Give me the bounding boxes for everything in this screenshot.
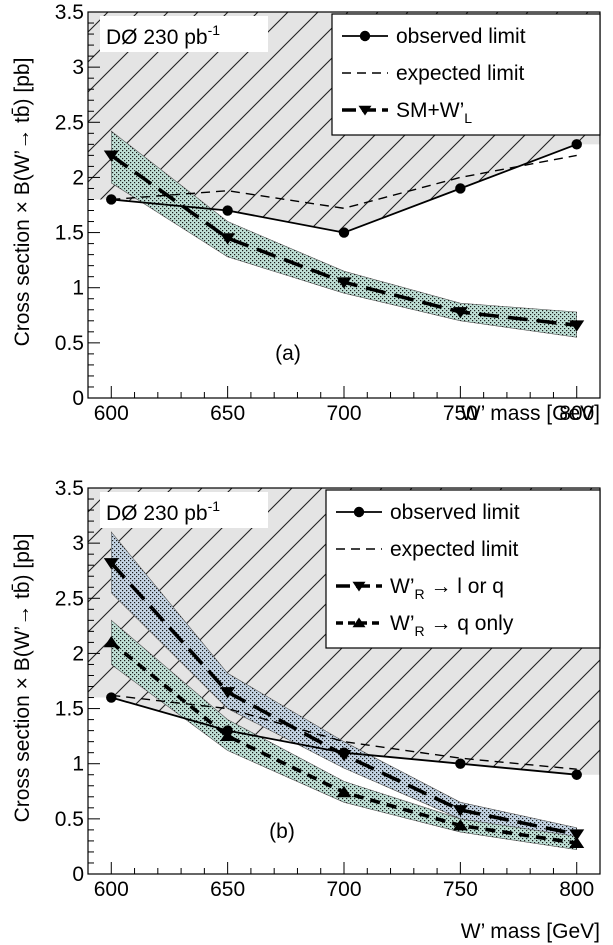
observed-point: [106, 194, 117, 205]
legend-observed-marker: [359, 30, 371, 42]
theory1-point: [220, 233, 236, 245]
y-axis-title: Cross section × B(W’→ tb̄) [pb]: [11, 58, 34, 347]
experiment-tag-box: [100, 16, 268, 52]
observed-point: [455, 758, 466, 769]
legend-theory1-marker: [352, 581, 366, 592]
theory1-point: [452, 805, 468, 817]
theory1-point: [103, 558, 119, 570]
y-tick-label: 0.5: [55, 808, 84, 831]
legend-theory1-marker: [358, 105, 372, 116]
x-tick-label: 700: [326, 402, 361, 425]
x-tick-label: 600: [94, 878, 129, 901]
experiment-tag-box: [100, 492, 268, 528]
legend-box: [325, 489, 601, 649]
x-tick-label: 750: [443, 402, 478, 425]
expected-limit-line: [111, 154, 577, 210]
x-tick-label: 700: [326, 878, 361, 901]
data-markers: [103, 139, 585, 332]
x-tick-label: 800: [559, 878, 594, 901]
x-tick-label: 600: [94, 402, 129, 425]
legend-label-expected: expected limit: [390, 538, 519, 561]
x-tick-label: 650: [210, 878, 245, 901]
y-tick-label: 1: [72, 753, 84, 776]
observed-point: [571, 769, 582, 780]
theory2-point: [103, 636, 119, 648]
x-axis-title: W’ mass [GeV]: [461, 402, 600, 425]
theory2-point: [336, 786, 352, 798]
axes: 600 650 700 750 800 0 0.5 1 1.5 2 2.5 3 3.5: [55, 477, 601, 901]
theory-bands: [111, 130, 578, 338]
panel-label: (b): [269, 820, 295, 843]
legend-label-theory1: W’R → l or q: [390, 575, 504, 602]
legend-label-theory1: SM+W’L: [396, 99, 472, 126]
legend-label-theory2: W’R → q only: [390, 612, 514, 639]
y-tick-label: 2.5: [55, 111, 84, 134]
legend-label-observed: observed limit: [396, 25, 526, 48]
x-tick-label: 750: [443, 878, 478, 901]
panel-a: 600 650 700 750 800 0 0.5 1 1.5 2 2.5 3 3.5 DØ 230 p…: [11, 1, 601, 425]
theory1-point: [336, 277, 352, 289]
y-tick-label: 2: [72, 642, 84, 665]
y-tick-label: 1: [72, 277, 84, 300]
experiment-label: DØ 230 pb-1: [106, 22, 220, 49]
theory2-point: [452, 819, 468, 831]
observed-point: [222, 205, 233, 216]
y-axis-title: Cross section × B(W’→ tb̄) [pb]: [11, 534, 34, 823]
theory1-point: [569, 829, 585, 841]
theory1-point: [336, 750, 352, 762]
axes: 600 650 700 750 800 0 0.5 1 1.5 2 2.5 3 3.5: [55, 1, 601, 425]
legend: observed limit expected limit W’R → l or q…: [325, 489, 601, 649]
x-tick-label: 800: [559, 402, 594, 425]
y-tick-label: 3.5: [55, 1, 84, 24]
theory1-point: [103, 150, 119, 162]
theory1-point: [452, 307, 468, 319]
data-markers: [103, 558, 585, 848]
y-tick-label: 2.5: [55, 587, 84, 610]
expected-limit-line: [111, 694, 577, 770]
legend-label-expected: expected limit: [396, 62, 525, 85]
legend: observed limit expected limit SM+W’L: [331, 13, 601, 136]
experiment-tag: DØ 230 pb-1: [100, 16, 268, 52]
x-axis-title: W’ mass [GeV]: [461, 920, 600, 943]
theory2-point: [220, 729, 236, 742]
theory1-band-dots: [111, 131, 577, 338]
theory1-point: [220, 687, 236, 699]
legend-observed-marker: [353, 506, 365, 518]
observed-point: [106, 692, 117, 703]
legend-box: [331, 13, 601, 136]
y-tick-label: 3: [72, 56, 84, 79]
theory2-point: [569, 836, 585, 848]
y-tick-label: 1.5: [55, 222, 84, 245]
observed-point: [338, 227, 350, 238]
observed-point: [455, 183, 466, 194]
y-tick-label: 0: [72, 863, 84, 886]
y-tick-label: 0.5: [55, 332, 84, 355]
legend-theory2-marker: [352, 617, 366, 628]
y-tick-label: 0: [72, 387, 84, 410]
experiment-tag: DØ 230 pb-1: [100, 492, 268, 528]
y-tick-label: 3: [72, 532, 84, 555]
experiment-label: DØ 230 pb-1: [106, 498, 220, 525]
panel-b: 600 650 700 750 800 0 0.5 1 1.5 2 2.5 3 3.5 DØ 230 p…: [11, 477, 601, 943]
observed-point: [571, 139, 582, 150]
y-tick-label: 3.5: [55, 477, 84, 500]
theory1-point: [569, 320, 585, 332]
legend-label-observed: observed limit: [390, 501, 520, 524]
y-tick-label: 2: [72, 166, 84, 189]
x-tick-label: 650: [210, 402, 245, 425]
y-tick-label: 1.5: [55, 698, 84, 721]
panel-label: (a): [275, 342, 301, 365]
